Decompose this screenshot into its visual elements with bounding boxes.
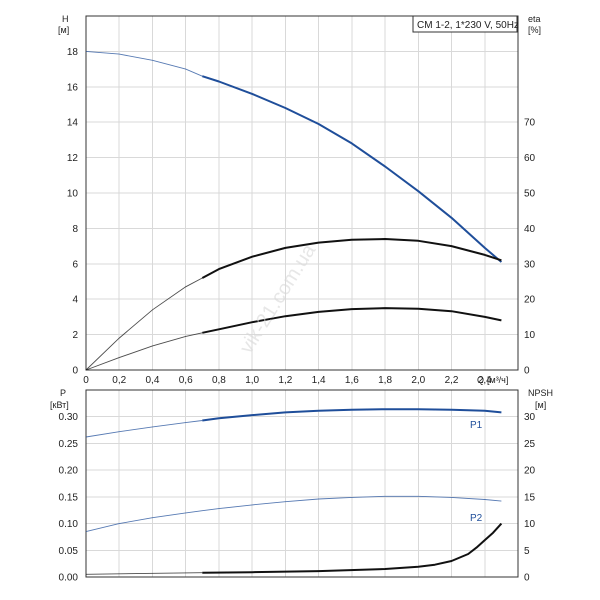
top-panel-ticks: 0 0,2 0,4 0,6 0,8 1,0 1,2 1,4 1,6 1,8 2,0 2,2 2,4 0 2 4… — [67, 47, 536, 386]
top-left-tick-label: 0 — [72, 366, 78, 377]
top-left-tick-label: 12 — [67, 153, 79, 164]
x-tick-label: 2,2 — [445, 375, 459, 386]
top-panel-frame — [85, 15, 519, 371]
top-left-tick-label: 2 — [72, 330, 78, 341]
bottom-right-tick-label: 25 — [524, 439, 536, 450]
bottom-right-tick-label: 10 — [524, 519, 536, 530]
bottom-right-tick-label: 5 — [524, 546, 530, 557]
top-right-tick-label: 10 — [524, 330, 536, 341]
p1-label: P1 — [470, 420, 483, 431]
top-left-tick-label: 8 — [72, 224, 78, 235]
top-right-tick-label: 40 — [524, 224, 536, 235]
top-right-tick-label: 30 — [524, 259, 536, 270]
top-left-tick-label: 18 — [67, 47, 79, 58]
bottom-panel-grid — [85, 390, 518, 578]
x-tick-label: 2,4 — [478, 375, 492, 386]
top-left-tick-label: 16 — [67, 82, 79, 93]
bottom-left-tick-label: 0.25 — [59, 439, 79, 450]
bottom-series-2-thin — [85, 572, 203, 575]
bottom-right-tick-label: 20 — [524, 466, 536, 477]
top-left-tick-label: 14 — [67, 118, 79, 129]
legend-label: CM 1-2, 1*230 V, 50Hz — [417, 20, 519, 31]
x-tick-label: 1,0 — [245, 375, 259, 386]
bottom-panel-frame — [85, 389, 519, 578]
bottom-panel-curves — [85, 408, 503, 575]
legend-box — [412, 15, 518, 33]
bottom-panel-ticks: 0.00 0.05 0.10 0.15 0.20 0.25 0.30 0 5 10 15 20 25 30 — [59, 412, 536, 583]
bottom-series-0-thin — [85, 420, 203, 438]
head-axis-unit: [м] — [58, 25, 69, 35]
bottom-left-tick-label: 0.05 — [59, 546, 79, 557]
bottom-series-0-line — [202, 408, 502, 422]
top-left-tick-label: 6 — [72, 259, 78, 270]
top-panel-grid — [85, 16, 518, 371]
flow-axis-unit: [м³/ч] — [487, 375, 508, 385]
bottom-left-tick-label: 0.15 — [59, 492, 79, 503]
x-tick-label: 1,8 — [378, 375, 392, 386]
x-tick-label: 0,2 — [112, 375, 126, 386]
top-series-2-line — [202, 307, 502, 334]
bottom-series-2-line — [202, 522, 503, 574]
top-right-tick-label: 0 — [524, 366, 530, 377]
eta-axis-unit: [%] — [528, 25, 541, 35]
top-series-1-thin — [85, 277, 203, 371]
top-right-tick-label: 70 — [524, 118, 536, 129]
bottom-left-tick-label: 0.10 — [59, 519, 79, 530]
eta-axis-label: eta — [528, 14, 541, 24]
bottom-right-tick-label: 30 — [524, 412, 536, 423]
x-tick-label: 1,6 — [345, 375, 359, 386]
x-tick-label: 1,4 — [312, 375, 326, 386]
top-series-2-thin — [85, 332, 203, 371]
top-right-tick-label: 50 — [524, 189, 536, 200]
flow-axis-label: Q — [477, 375, 484, 385]
x-tick-label: 0 — [83, 375, 89, 386]
bottom-right-tick-label: 0 — [524, 573, 530, 584]
top-series-0-thin — [85, 50, 203, 77]
npsh-axis-unit: [м] — [535, 400, 546, 410]
x-tick-label: 0,4 — [146, 375, 160, 386]
power-axis-label: P — [60, 388, 66, 398]
x-tick-label: 0,6 — [179, 375, 193, 386]
top-right-tick-label: 20 — [524, 295, 536, 306]
top-series-1-line — [201, 238, 502, 279]
top-right-tick-label: 60 — [524, 153, 536, 164]
x-tick-label: 2,0 — [411, 375, 425, 386]
power-axis-unit: [кВт] — [50, 400, 69, 410]
head-axis-label: H — [62, 14, 69, 24]
bottom-left-tick-label: 0.30 — [59, 412, 79, 423]
top-panel-curves — [85, 50, 503, 371]
x-tick-label: 1,2 — [278, 375, 292, 386]
top-left-tick-label: 10 — [67, 189, 79, 200]
p2-label: P2 — [470, 513, 483, 524]
top-series-0-line — [201, 75, 503, 263]
x-tick-label: 0,8 — [212, 375, 226, 386]
bottom-series-1-thin — [85, 495, 502, 533]
top-left-tick-label: 4 — [72, 295, 78, 306]
bottom-left-tick-label: 0.20 — [59, 466, 79, 477]
bottom-left-tick-label: 0.00 — [59, 573, 79, 584]
bottom-right-tick-label: 15 — [524, 492, 536, 503]
npsh-axis-label: NPSH — [528, 388, 553, 398]
